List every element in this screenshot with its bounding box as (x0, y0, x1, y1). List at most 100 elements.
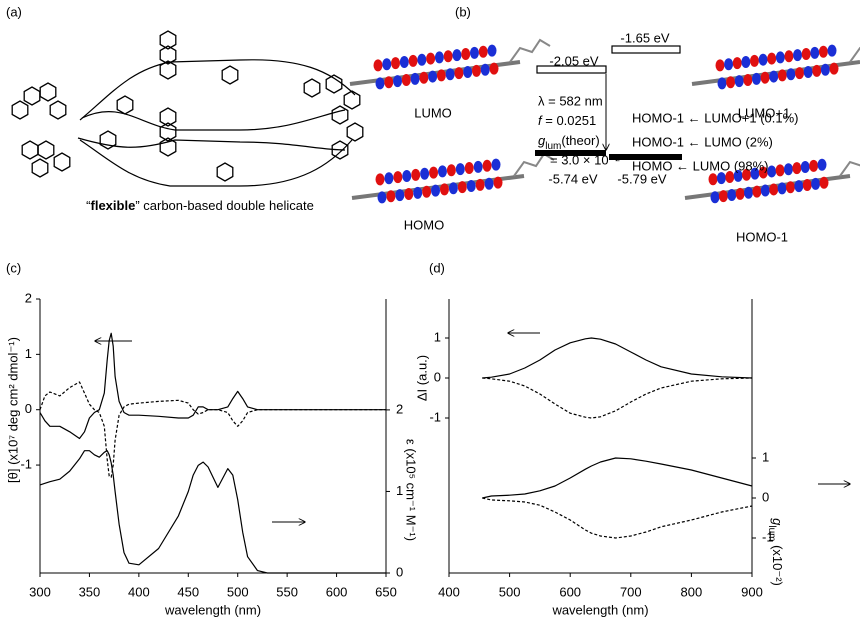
ring (32, 159, 48, 177)
y-tick-label: -1 (429, 409, 441, 424)
series-line (482, 378, 752, 418)
text: (x10⁻²) (770, 541, 785, 585)
lobe (376, 77, 385, 89)
y2-tick-label: 0 (762, 489, 769, 504)
lobe (761, 72, 770, 84)
lobe (767, 165, 776, 177)
lobe (476, 179, 485, 191)
x-tick-label: 300 (29, 584, 51, 599)
y-tick-label: 2 (25, 290, 32, 305)
x-tick-label: 500 (227, 584, 249, 599)
lobe (470, 47, 479, 59)
lobe (828, 45, 837, 57)
ring (344, 91, 360, 109)
y2-axis-label: glum (x10⁻²) (766, 518, 784, 586)
x-axis-label: wavelength (nm) (551, 602, 648, 617)
lobe (391, 57, 400, 69)
series-line (482, 498, 752, 538)
lobe (435, 51, 444, 63)
lobe (793, 49, 802, 61)
lobe (485, 178, 494, 190)
lobe (438, 165, 447, 177)
contribution: HOMO-1 ← LUMO+1 (0.1%) (632, 110, 799, 125)
lobe (778, 182, 787, 194)
lobe (717, 172, 726, 184)
lobe (384, 76, 393, 88)
y-axis-label: [θ] (x10⁷ deg cm² dmol⁻¹) (5, 337, 20, 483)
x-tick-label: 600 (559, 584, 581, 599)
chain (78, 138, 345, 150)
series-line (482, 338, 752, 378)
lobe (411, 169, 420, 181)
ring (22, 141, 38, 159)
ring (347, 123, 363, 141)
ring (12, 101, 28, 119)
lobe (819, 46, 828, 58)
lobe (716, 59, 725, 71)
lobe (382, 58, 391, 70)
lobe (479, 46, 488, 58)
lobe (769, 71, 778, 83)
ring (50, 101, 66, 119)
lobe (830, 63, 839, 75)
lobe (711, 191, 720, 203)
energy: -5.74 eV (548, 171, 597, 186)
caption: “flexible” carbon-based double helicate (86, 198, 314, 213)
lobe (794, 180, 803, 192)
x-tick-label: 500 (499, 584, 521, 599)
orbital-name: HOMO-1 (736, 229, 788, 244)
x-tick-label: 900 (741, 584, 763, 599)
lobe (810, 47, 819, 59)
panel-label: (a) (6, 4, 22, 19)
lobe (733, 57, 742, 69)
lobe (411, 73, 420, 85)
lobe (488, 45, 497, 57)
lobe (393, 171, 402, 183)
series-line (40, 333, 386, 438)
x-tick-label: 400 (128, 584, 150, 599)
lobe (446, 68, 455, 80)
lobe (409, 55, 418, 67)
lobe (743, 74, 752, 86)
lobe (404, 188, 413, 200)
orbital-name: HOMO (404, 217, 444, 232)
lobe (465, 162, 474, 174)
lobe (400, 56, 409, 68)
lobe (452, 49, 461, 61)
series-line (40, 382, 386, 477)
lobe (809, 160, 818, 172)
ring (38, 141, 54, 159)
y-tick-label: -1 (20, 456, 32, 471)
contribution: HOMO-1 ← LUMO (2%) (632, 134, 773, 149)
lobe (402, 170, 411, 182)
lobe (784, 163, 793, 175)
lobe (376, 173, 385, 185)
lobe (374, 59, 383, 71)
lobe (447, 164, 456, 176)
glum-value: = 3.0 × 10⁻² (550, 152, 620, 167)
lobe (769, 183, 778, 195)
lobe (440, 183, 449, 195)
oscillator: f = 0.0251 (538, 113, 596, 128)
glum: glum(theor) (538, 133, 600, 151)
lobe (474, 161, 483, 173)
ring (54, 153, 70, 171)
lobe (419, 72, 428, 84)
lobe (759, 54, 768, 66)
lobe (490, 63, 499, 75)
lobe (709, 173, 718, 185)
lobe (449, 182, 458, 194)
y-tick-label: 0 (25, 401, 32, 416)
energy: -5.79 eV (617, 171, 666, 186)
molecule (12, 31, 363, 186)
lumo1-level (612, 46, 680, 53)
x-tick-label: 450 (177, 584, 199, 599)
lobe (784, 50, 793, 62)
ring (332, 106, 348, 124)
text: (theor) (561, 133, 599, 148)
y2-axis-label: ε (x10⁵ cm⁻¹ M⁻¹) (404, 439, 419, 541)
lobe (472, 65, 481, 77)
lobe (786, 181, 795, 193)
y2-tick-label: 2 (396, 401, 403, 416)
lobe (736, 188, 745, 200)
